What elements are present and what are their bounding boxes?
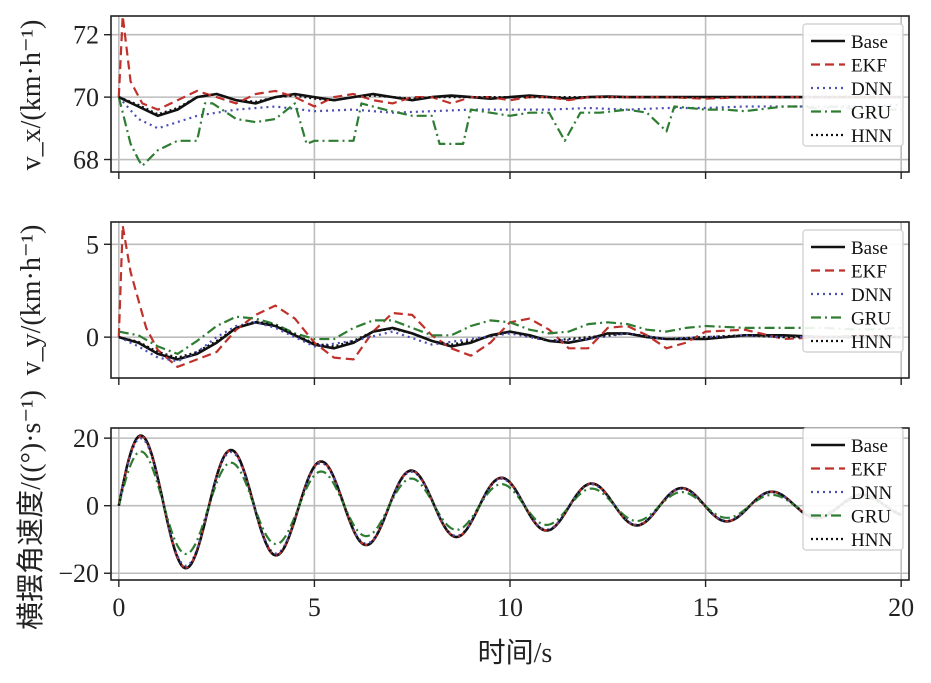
x-tick-label: 20: [888, 593, 914, 622]
series-line-gru: [117, 96, 902, 167]
legend-label-ekf: EKF: [851, 262, 887, 283]
x-axis-tick-labels: 0 5 10 15 20: [112, 593, 914, 622]
legend-label-hnn: HNN: [851, 332, 892, 353]
series-line-dnn: [118, 321, 902, 363]
series-group: [117, 16, 902, 167]
x-tick-label: 0: [112, 593, 125, 622]
legend-label-dnn: DNN: [851, 285, 892, 306]
legend-label-base: Base: [851, 32, 888, 53]
series-line-hnn: [118, 320, 902, 359]
y-axis-label: v_y/(km·h⁻¹): [16, 225, 47, 376]
legend-label-base: Base: [851, 238, 888, 259]
legend-label-gru: GRU: [851, 507, 891, 528]
y-tick-label: 5: [86, 230, 99, 259]
series-line-ekf: [117, 224, 902, 368]
legend-box: [802, 229, 904, 353]
y-tick-label: −20: [58, 559, 99, 588]
series-group: [117, 224, 902, 368]
legend-label-hnn: HNN: [851, 126, 892, 147]
y-tick-label: 0: [86, 323, 99, 352]
y-tick-label: 70: [73, 83, 99, 112]
y-tick-label: 20: [73, 424, 99, 453]
plot-frame: [110, 15, 910, 173]
legend-label-dnn: DNN: [851, 483, 892, 504]
x-axis-label: 时间/s: [478, 637, 553, 669]
series-line-gru: [118, 315, 902, 355]
y-tick-label: 0: [86, 492, 99, 521]
legend-label-ekf: EKF: [851, 56, 887, 77]
legend-label-ekf: EKF: [851, 460, 887, 481]
x-tick-label: 10: [497, 593, 523, 622]
y-tick-label: 72: [73, 21, 99, 50]
legend-label-gru: GRU: [851, 309, 891, 330]
plot-frame: [110, 221, 910, 379]
series-line-gru: [117, 450, 902, 556]
y-axis-label: v_x/(km·h⁻¹): [16, 20, 47, 171]
x-tick-label: 5: [308, 593, 321, 622]
legend-label-dnn: DNN: [851, 79, 892, 100]
legend-label-hnn: HNN: [851, 530, 892, 551]
legend-box: [802, 23, 904, 147]
plot-frame: [110, 427, 910, 581]
legend-box: [802, 427, 904, 551]
series-line-ekf: [117, 435, 902, 569]
legend-label-gru: GRU: [851, 103, 891, 124]
x-tick-label: 15: [693, 593, 719, 622]
y-axis-label: 横摆角速度/((°)·s⁻¹): [15, 390, 47, 630]
legend-label-base: Base: [851, 436, 888, 457]
y-tick-label: 68: [73, 146, 99, 175]
series-group: [117, 434, 902, 570]
